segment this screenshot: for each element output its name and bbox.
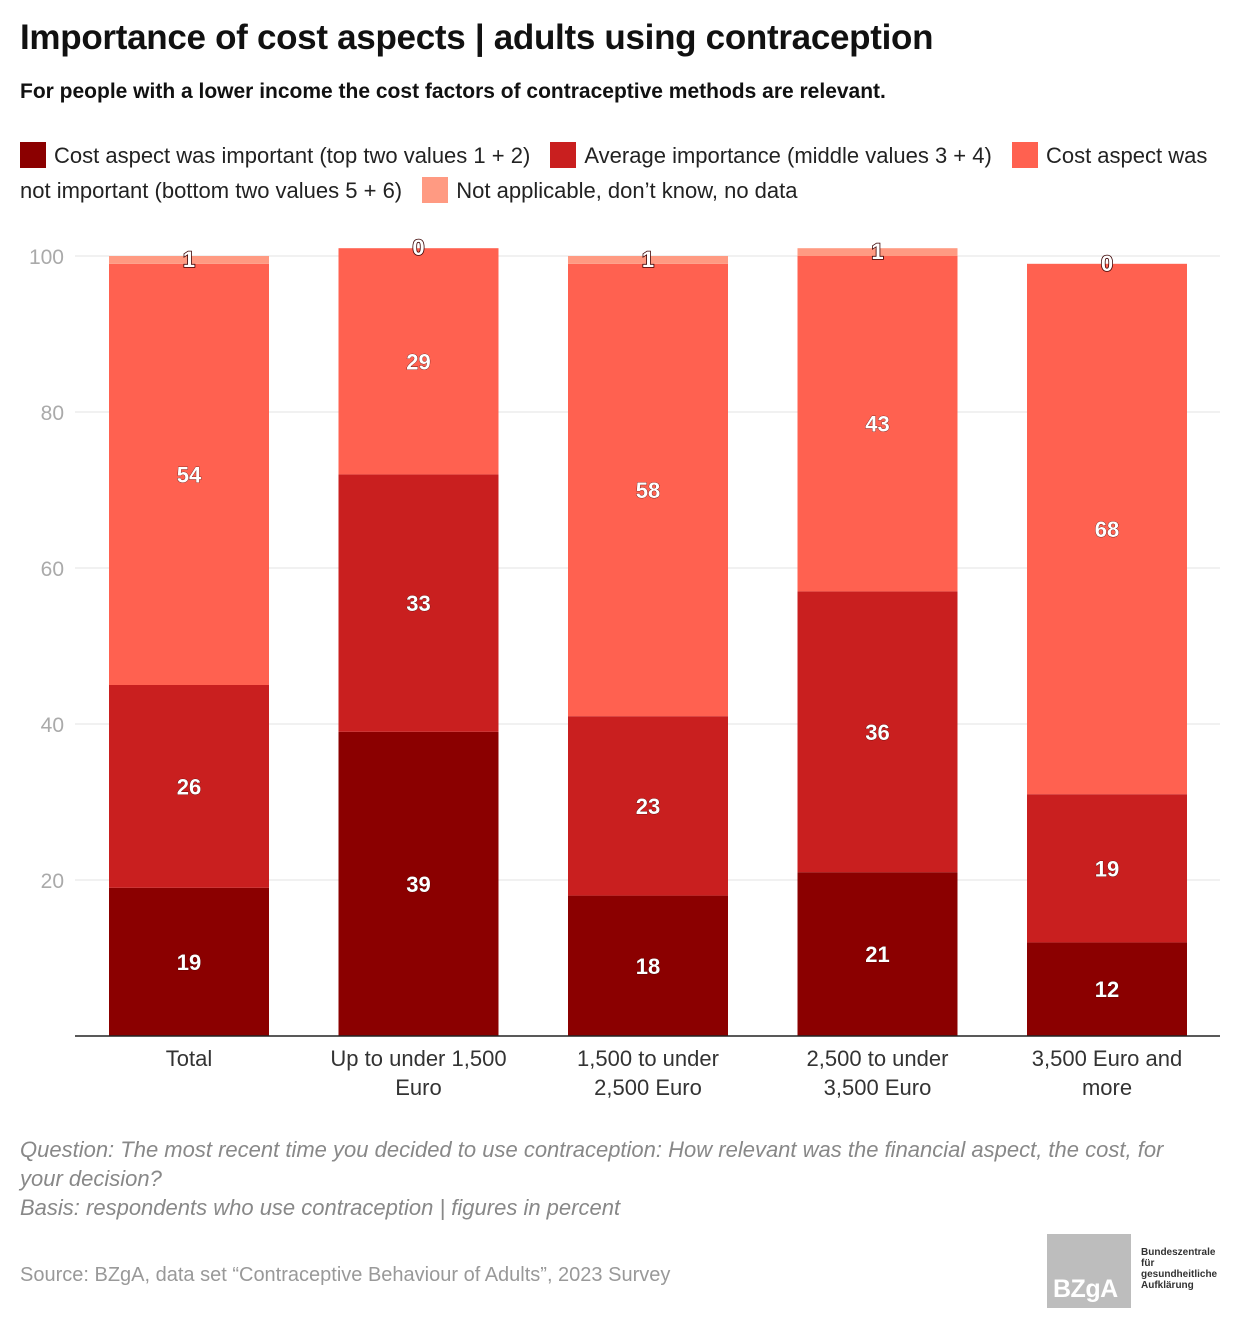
data-label: 29	[406, 349, 430, 374]
legend: Cost aspect was important (top two value…	[20, 138, 1220, 208]
legend-swatch-not-applicable	[422, 177, 449, 203]
data-label: 39	[406, 872, 430, 897]
data-label: 68	[1095, 517, 1119, 542]
x-tick-label: 2,500 Euro	[594, 1075, 702, 1100]
data-label: 1	[642, 247, 654, 272]
bar-segment	[109, 887, 269, 1036]
data-label: 33	[406, 591, 430, 616]
x-tick-label: 1,500 to under	[577, 1046, 719, 1071]
bar-segment	[568, 263, 728, 717]
bar-segment	[338, 731, 499, 1036]
logo-text-line: für	[1141, 1258, 1155, 1269]
bar-segment	[568, 716, 728, 896]
data-label: 58	[636, 478, 660, 503]
logo-text-line: Bundeszentrale	[1141, 1247, 1216, 1258]
data-label: 0	[412, 235, 424, 260]
bar-segment	[797, 256, 958, 592]
legend-swatch-average	[550, 142, 577, 168]
chart-subtitle: For people with a lower income the cost …	[20, 80, 886, 103]
chart-note: Question: The most recent time you decid…	[20, 1135, 1210, 1222]
bar-segment	[568, 895, 728, 1036]
legend-item-not-important: Cost aspect was not important (bottom tw…	[20, 142, 1208, 203]
bar-segment	[109, 263, 269, 685]
data-label: 19	[1095, 856, 1119, 881]
data-label: 36	[865, 720, 889, 745]
y-tick-label: 40	[41, 714, 64, 737]
legend-label-average: Average importance (middle values 3 + 4)	[584, 143, 992, 168]
legend-item-average: Average importance (middle values 3 + 4)	[550, 142, 992, 168]
bar-segment	[1027, 794, 1187, 943]
y-tick-label: 20	[41, 870, 64, 893]
data-label: 43	[865, 412, 889, 437]
x-tick-label: 3,500 Euro	[824, 1075, 932, 1100]
data-label: 0	[1101, 251, 1113, 276]
logo-text-line: Aufklärung	[1141, 1280, 1194, 1291]
legend-swatch-not-important	[1011, 142, 1038, 168]
basis-text: Basis: respondents who use contraception…	[20, 1195, 621, 1220]
data-label: 1	[871, 239, 883, 264]
legend-label-not-important: Cost aspect was not important (bottom tw…	[20, 143, 1208, 203]
bzga-logo: BZgA	[1047, 1234, 1131, 1308]
x-tick-label: 3,500 Euro and	[1032, 1046, 1182, 1071]
y-tick-label: 60	[41, 558, 64, 581]
x-tick-label: more	[1082, 1075, 1132, 1100]
y-tick-label: 100	[29, 246, 64, 269]
bar-segment	[797, 591, 958, 873]
x-tick-label: 2,500 to under	[807, 1046, 949, 1071]
stacked-bar-chart: 20 40 60 80 100 19 26 54 1 Total 39 33 29 0 Up to unde…	[29, 234, 1220, 1100]
bar-segment	[109, 685, 269, 888]
x-tick-label: Euro	[395, 1075, 441, 1100]
data-label: 18	[636, 954, 660, 979]
legend-label-not-applicable: Not applicable, don’t know, no data	[456, 178, 798, 203]
bar-segment	[109, 256, 269, 264]
bar-segment	[338, 248, 499, 475]
bar-segment	[1027, 263, 1187, 795]
data-label: 21	[865, 942, 889, 967]
source-text: Source: BZgA, data set “Contraceptive Be…	[20, 1264, 671, 1286]
legend-swatch-important	[20, 142, 46, 168]
logo-mark: BZgA	[1053, 1275, 1118, 1303]
bar-segment	[797, 872, 958, 1036]
chart-title: Importance of cost aspects | adults usin…	[20, 18, 934, 57]
legend-item-important: Cost aspect was important (top two value…	[20, 142, 531, 168]
data-label: 26	[177, 774, 201, 799]
data-label: 1	[183, 247, 195, 272]
legend-item-not-applicable: Not applicable, don’t know, no data	[422, 177, 798, 203]
x-tick-label: Up to under 1,500	[330, 1046, 506, 1071]
legend-label-important: Cost aspect was important (top two value…	[54, 143, 531, 168]
bar-segment	[797, 248, 958, 256]
data-label: 54	[177, 462, 202, 487]
bar-segment	[1027, 942, 1187, 1036]
bar-segment	[338, 474, 499, 732]
y-tick-label: 80	[41, 402, 64, 425]
logo-text: Bundeszentrale für gesundheitliche Aufkl…	[1141, 1247, 1233, 1291]
question-text: Question: The most recent time you decid…	[20, 1137, 1164, 1191]
bar-segment	[568, 256, 728, 264]
data-label: 23	[636, 794, 660, 819]
data-label: 19	[177, 950, 201, 975]
logo-text-line: gesundheitliche	[1141, 1269, 1218, 1280]
data-label: 12	[1095, 977, 1119, 1002]
x-tick-label: Total	[166, 1046, 212, 1071]
